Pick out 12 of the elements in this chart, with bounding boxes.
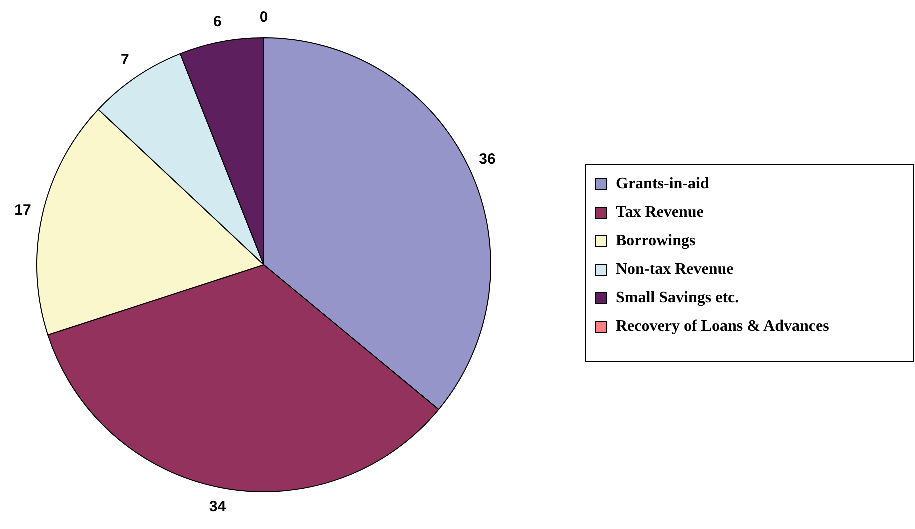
legend-label: Non-tax Revenue bbox=[616, 261, 734, 278]
data-label: 7 bbox=[120, 52, 130, 69]
legend-label: Grants-in-aid bbox=[616, 176, 710, 193]
data-label: 34 bbox=[209, 498, 227, 516]
data-label: 36 bbox=[479, 150, 496, 168]
data-label: 6 bbox=[214, 13, 222, 30]
legend-label: Small Savings etc. bbox=[616, 290, 740, 307]
text: 0 bbox=[260, 8, 268, 26]
legend-label: Borrowings bbox=[616, 232, 696, 250]
legend-label: Recovery of Loans & Advances bbox=[616, 318, 830, 336]
legend-label: Tax Revenue bbox=[616, 204, 704, 222]
data-label: 17 bbox=[14, 202, 32, 220]
